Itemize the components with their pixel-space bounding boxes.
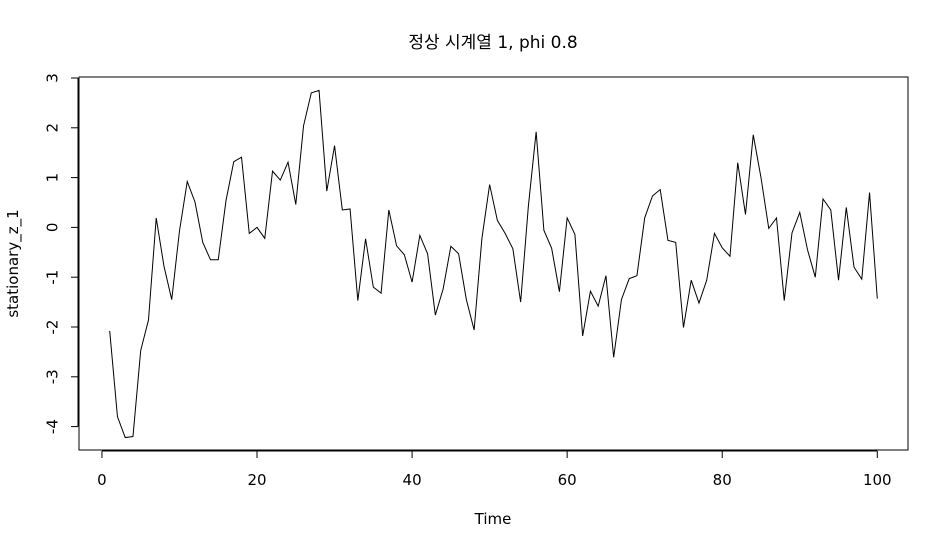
- y-axis-label: stationary_z_1: [4, 209, 23, 317]
- x-tick-label: 20: [247, 471, 266, 489]
- y-tick-label: -3: [43, 369, 61, 384]
- x-tick-label: 60: [558, 471, 577, 489]
- x-tick-label: 100: [863, 471, 892, 489]
- y-tick-label: 0: [43, 223, 61, 233]
- y-tick-label: -1: [43, 270, 61, 285]
- series-line: [109, 89, 878, 439]
- y-tick-label: 3: [43, 73, 61, 83]
- y-tick-label: -4: [43, 419, 61, 434]
- x-axis-label: Time: [474, 510, 512, 528]
- y-tick-label: -2: [43, 320, 61, 335]
- x-tick-label: 0: [97, 471, 107, 489]
- y-tick-label: 2: [43, 123, 61, 133]
- plot-area: [78, 76, 909, 451]
- chart-title: 정상 시계열 1, phi 0.8: [408, 33, 577, 53]
- x-tick-label: 80: [713, 471, 732, 489]
- y-tick-label: 1: [43, 173, 61, 183]
- x-axis: 0 20 40 60 80 100: [97, 450, 892, 489]
- x-tick-label: 40: [403, 471, 422, 489]
- y-axis: -4 -3 -2 -1 0 1 2 3: [43, 73, 79, 434]
